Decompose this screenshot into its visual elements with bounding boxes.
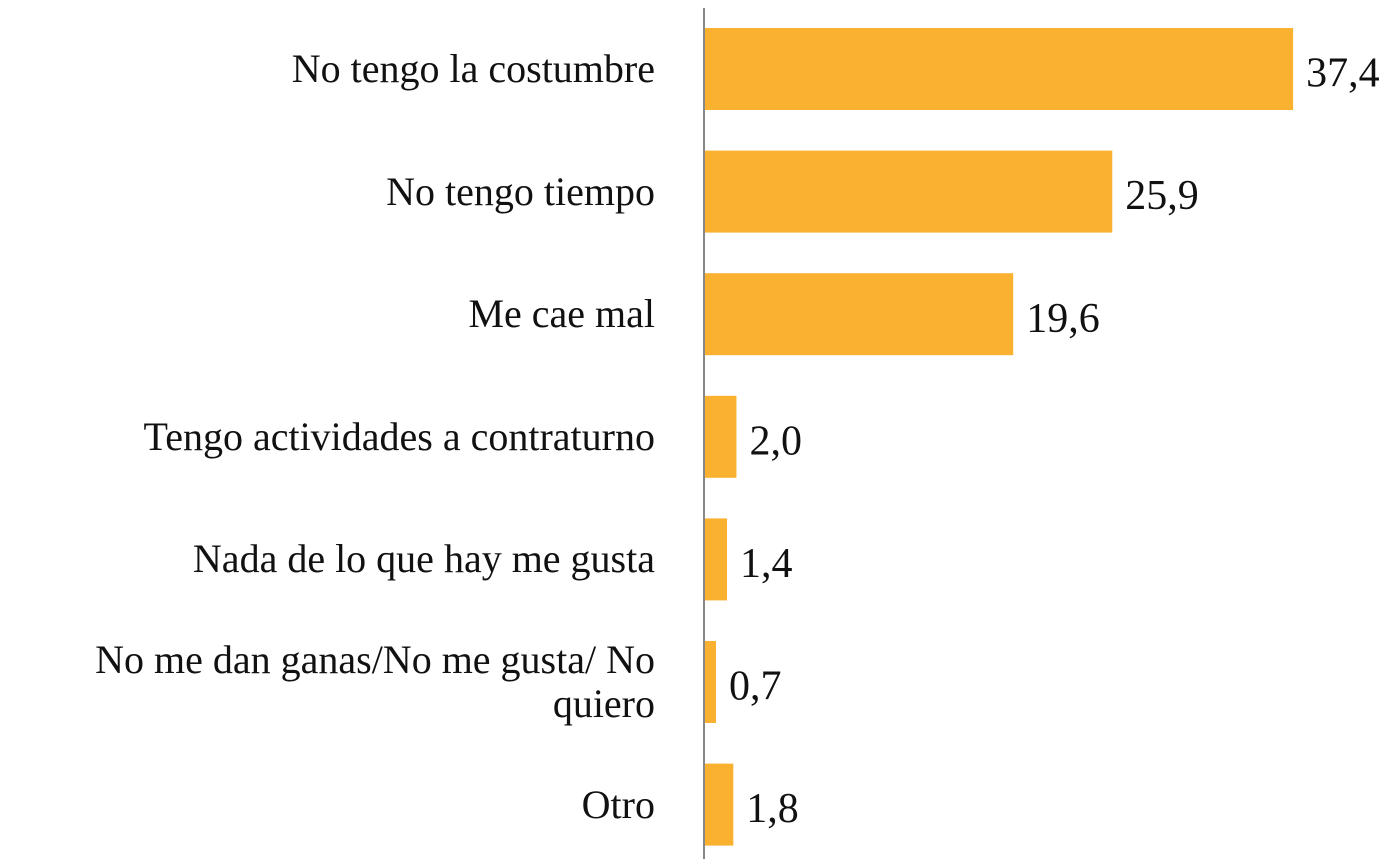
data-label: 0,7	[729, 664, 782, 710]
bar	[705, 518, 728, 601]
bar	[705, 273, 1014, 356]
data-label: 1,4	[740, 541, 793, 587]
bar	[705, 763, 734, 846]
data-label: 2,0	[749, 418, 802, 464]
category-label: No me dan ganas/No me gusta/ No quiero	[95, 637, 655, 726]
category-label: Nada de lo que hay me gusta	[192, 536, 655, 582]
data-label: 37,4	[1306, 51, 1380, 97]
bar	[705, 150, 1113, 233]
bar	[705, 641, 717, 723]
category-label: Me cae mal	[468, 291, 655, 337]
data-label: 19,6	[1026, 296, 1100, 342]
bar	[705, 395, 737, 478]
category-label: No tengo la costumbre	[291, 46, 655, 91]
bar	[705, 28, 1294, 110]
data-label: 1,8	[746, 786, 799, 832]
category-label: Otro	[581, 781, 655, 827]
category-label: No tengo tiempo	[386, 168, 655, 214]
category-label: Tengo actividades a contraturno	[143, 413, 655, 459]
data-label: 25,9	[1125, 173, 1199, 219]
